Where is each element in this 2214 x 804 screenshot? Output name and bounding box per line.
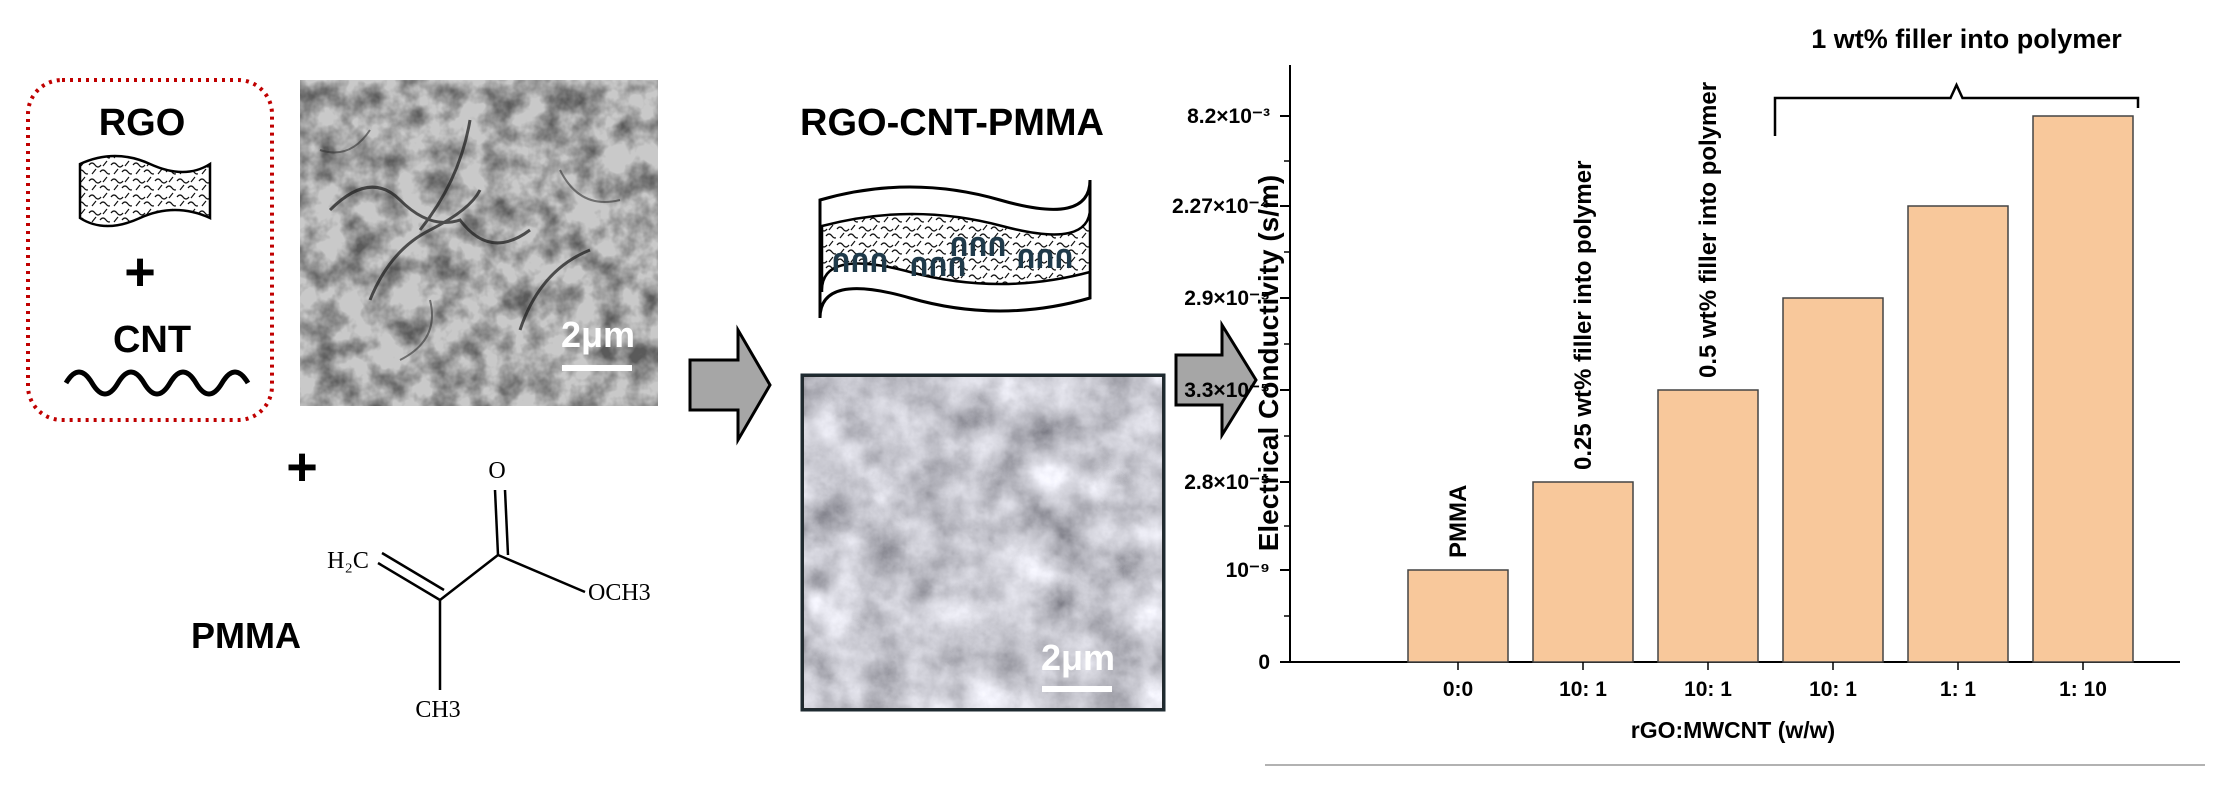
x-axis-title: rGO:MWCNT (w/w) [1631,717,1835,743]
y-tick-label: 3.3×10⁻⁵ [1184,379,1270,402]
cnt-glyph-3: ՈՈՈ [949,233,1006,263]
process-arrow-1 [688,324,772,446]
methyl-methacrylate-structure [377,489,586,690]
x-tick-label: 10: 1 [1809,678,1857,701]
y-tick-label: 2.27×10⁻⁴ [1172,195,1270,218]
rgo-cnt-dotted-box [26,78,274,422]
x-tick-label: 0:0 [1443,678,1473,701]
y-axis-title: Electrical Conductivity (s/m) [1253,175,1284,552]
bar [1782,297,1884,663]
bar-annotation: 0.5 wt% filler into polymer [1695,82,1722,378]
cnt-glyph-2: ՈՈՈ [909,253,966,283]
bar [1407,569,1509,663]
och3-label: OCH3 [588,580,651,606]
bar-annotation: 0.25 wt% filler into polymer [1570,161,1597,470]
tem-micrograph [300,80,658,406]
tem-scale-bar [562,365,632,371]
x-tick-label: 10: 1 [1559,678,1607,701]
y-tick-label: 10⁻⁹ [1226,559,1270,582]
process-arrow-2 [1174,319,1258,441]
cnt-label: CNT [113,319,191,361]
bar-annotation: PMMA [1445,485,1472,558]
y-tick-label: 8.2×10⁻³ [1187,105,1270,128]
x-tick-label: 10: 1 [1684,678,1732,701]
cnt-glyph-4: ՈՈՈ [1016,245,1073,275]
plus-sign-outer: + [286,437,318,497]
conductivity-chart: 0 10⁻⁹ 2.8×10⁻⁵ 3.3×10⁻⁵ 2.9×10⁻⁵ 2.27×10⁻⁴ 8.… [1172,24,2205,766]
ch3-label: CH3 [415,697,460,723]
sem-micrograph [800,373,1166,712]
y-tick-label: 0 [1258,651,1270,674]
sem-scale-bar [1042,686,1112,692]
ch2-label: H₂C [327,548,369,574]
tem-scale-label: 2μm [561,314,635,355]
cnt-wave-icon [63,369,251,397]
composite-sheet-icon: ՈՈՈ ՈՈՈ ՈՈՈ ՈՈՈ [818,179,1092,319]
group-bracket [1773,82,2140,136]
pmma-label: PMMA [191,615,301,656]
bar [1907,205,2009,663]
carbonyl-o-label: O [488,458,505,484]
x-tick-label: 1: 1 [1940,678,1977,701]
y-tick-label: 2.8×10⁻⁵ [1184,471,1270,494]
bar [2032,115,2134,663]
bracket-label: 1 wt% filler into polymer [1811,24,2122,54]
composite-title: RGO-CNT-PMMA [800,102,1104,144]
rgo-sheet-icon [78,154,212,228]
rgo-label: RGO [99,102,186,144]
y-tick-label: 2.9×10⁻⁵ [1184,287,1270,310]
x-tick-label: 1: 10 [2059,678,2107,701]
bar [1532,481,1634,663]
bar [1657,389,1759,663]
cnt-glyph-1: ՈՈՈ [831,249,888,279]
sem-scale-label: 2μm [1041,637,1115,678]
plus-sign-inner: + [124,242,156,302]
